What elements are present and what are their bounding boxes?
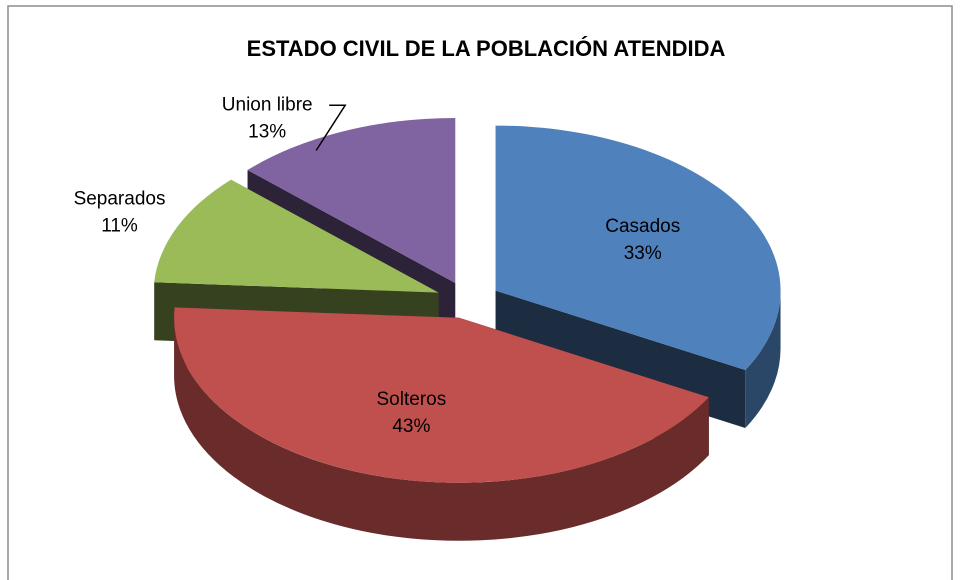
data-label: 13% xyxy=(248,121,286,142)
data-label-name: Solteros xyxy=(377,389,447,410)
data-label-name: Separados xyxy=(74,189,166,210)
slice-side xyxy=(174,317,709,541)
data-label: 43% xyxy=(392,416,430,437)
slice xyxy=(495,125,781,371)
data-label: 33% xyxy=(624,243,662,264)
data-label-name: Union libre xyxy=(222,94,313,115)
slice xyxy=(247,117,456,283)
data-label: 11% xyxy=(101,216,138,237)
slice xyxy=(154,179,439,293)
data-label-name: Casados xyxy=(605,216,680,237)
slice xyxy=(174,307,709,483)
chart-title: ESTADO CIVIL DE LA POBLACIÓN ATENDIDA xyxy=(247,36,726,61)
leader-line xyxy=(315,104,347,151)
slice-side xyxy=(745,290,781,429)
